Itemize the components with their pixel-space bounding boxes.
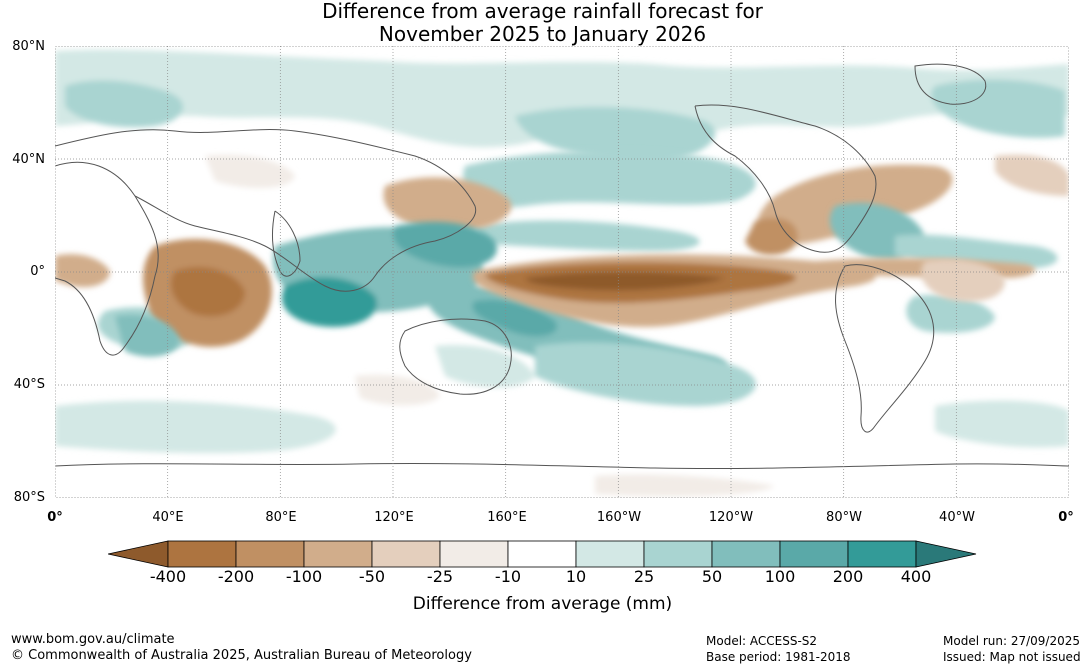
lon-label-40e: 40°E	[152, 510, 184, 525]
legend-swatch	[235, 540, 305, 568]
legend-tick-label: -400	[149, 567, 187, 586]
legend-swatch	[507, 540, 577, 568]
graticule	[55, 46, 1069, 498]
legend-tick-label: 200	[832, 567, 864, 586]
lat-label-80n: 80°N	[12, 39, 45, 54]
legend-tick-label: -100	[285, 567, 323, 586]
footer-base-period: Base period: 1981-2018	[706, 650, 851, 664]
legend-title: Difference from average (mm)	[412, 594, 673, 614]
lat-label-80s: 80°S	[13, 490, 45, 505]
legend-tick-label: 100	[764, 567, 796, 586]
lat-label-40n: 40°N	[12, 152, 45, 167]
legend-arrow-high	[915, 540, 977, 568]
lat-label-0: 0°	[30, 264, 45, 279]
lon-label-160e: 160°E	[487, 510, 527, 525]
legend-tick-label: -10	[494, 567, 522, 586]
footer-issued: Issued: Map not issued	[943, 650, 1081, 664]
lon-label-80e: 80°E	[265, 510, 297, 525]
title-line-2: November 2025 to January 2026	[378, 22, 707, 46]
southern-wet-patches	[55, 314, 1069, 497]
legend-swatch	[303, 540, 373, 568]
lon-label-0-left: 0°	[47, 510, 63, 525]
coastlines	[55, 63, 1069, 470]
legend-swatch	[779, 540, 849, 568]
lon-label-120w: 120°W	[708, 510, 754, 525]
footer-website: www.bom.gov.au/climate	[11, 632, 175, 647]
lon-label-160w: 160°W	[596, 510, 642, 525]
legend-tick-label: -200	[217, 567, 255, 586]
legend-tick-label: 25	[633, 567, 655, 586]
legend-swatch	[643, 540, 713, 568]
legend-tick-label: 50	[701, 567, 723, 586]
legend-tick-label: -50	[358, 567, 386, 586]
footer-model-run: Model run: 27/09/2025	[943, 634, 1081, 648]
lon-label-80w: 80°W	[826, 510, 862, 525]
north-pacific-wet-band	[463, 150, 756, 251]
legend-colorbar	[108, 540, 977, 568]
title-line-1: Difference from average rainfall forecas…	[322, 0, 763, 23]
legend-swatch	[711, 540, 781, 568]
legend-tick-label: 400	[900, 567, 932, 586]
arctic-wet-zone	[55, 49, 1069, 162]
lon-label-0-right: 0°	[1058, 510, 1074, 525]
lat-label-40s: 40°S	[13, 377, 45, 392]
legend-swatch	[167, 540, 237, 568]
legend-swatch	[575, 540, 645, 568]
indian-ocean-dry-zone	[55, 238, 1005, 347]
rainfall-anomaly-map	[55, 46, 1069, 498]
legend-tick-label: -25	[426, 567, 454, 586]
legend-swatch	[371, 540, 441, 568]
legend-tick-label: 10	[565, 567, 587, 586]
legend-swatch	[439, 540, 509, 568]
footer-model: Model: ACCESS-S2	[706, 634, 818, 648]
map-title: Difference from average rainfall forecas…	[0, 0, 1085, 46]
footer-copyright: © Commonwealth of Australia 2025, Austra…	[11, 648, 472, 663]
lon-label-40w: 40°W	[939, 510, 975, 525]
legend-arrow-low	[108, 540, 169, 568]
lon-label-120e: 120°E	[374, 510, 414, 525]
legend-swatch	[847, 540, 917, 568]
pacific-dry-tongue	[472, 254, 1036, 327]
